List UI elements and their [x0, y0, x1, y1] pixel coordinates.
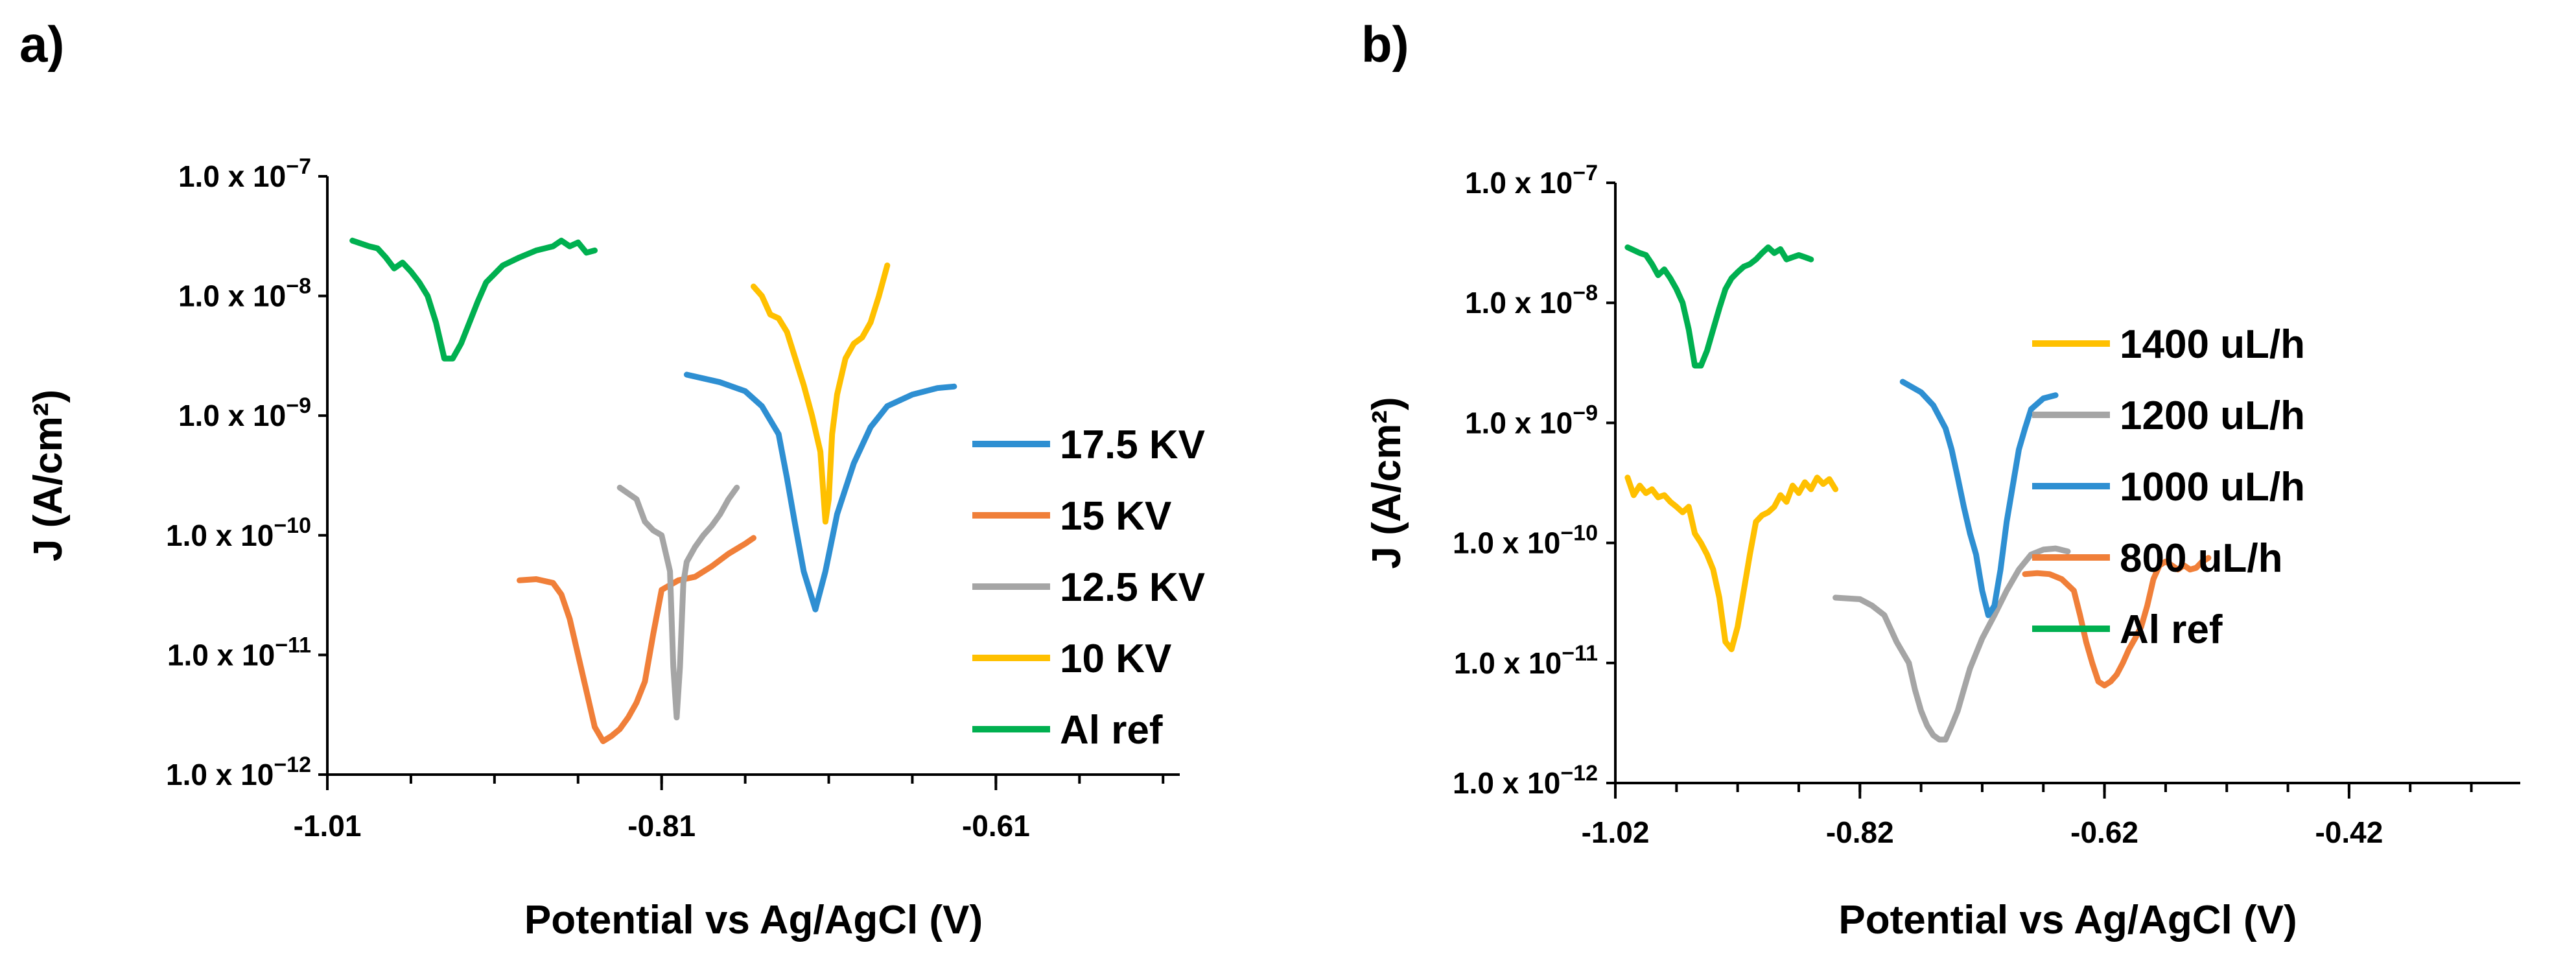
- y-tick-mantissa: 1.0 x 10: [1465, 406, 1573, 439]
- series-line-al-ref: [349, 237, 598, 362]
- legend-label-1200-ul-h: 1200 uL/h: [2120, 393, 2305, 438]
- y-tick-exponent: −7: [286, 154, 311, 179]
- y-tick-mantissa: 1.0 x 10: [1454, 646, 1562, 680]
- series-line-1000-ul-h: [1899, 379, 2059, 618]
- y-tick-label: 1.0 x 10−8: [178, 274, 311, 313]
- series-line-10-kv: [751, 263, 891, 525]
- y-tick-label: 1.0 x 10−9: [178, 393, 311, 432]
- y-tick-label: 1.0 x 10−7: [1465, 161, 1598, 200]
- panel-label: b): [1361, 16, 1409, 73]
- x-tick-label: -0.42: [2315, 815, 2383, 849]
- y-tick-label: 1.0 x 10−7: [178, 154, 311, 193]
- x-axis-label: Potential vs Ag/AgCl (V): [524, 898, 983, 942]
- x-axis-label: Potential vs Ag/AgCl (V): [1838, 898, 2297, 942]
- y-tick-exponent: −8: [1573, 281, 1598, 305]
- y-tick-mantissa: 1.0 x 10: [166, 758, 274, 791]
- y-tick-label: 1.0 x 10−10: [1453, 521, 1598, 560]
- legend-label-15-kv: 15 KV: [1060, 494, 1171, 539]
- y-tick-exponent: −8: [286, 274, 311, 299]
- legend-label-al-ref: Al ref: [1060, 708, 1163, 753]
- legend-label-17-5-kv: 17.5 KV: [1060, 423, 1205, 467]
- y-tick-label: 1.0 x 10−12: [1453, 761, 1598, 800]
- x-tick-label: -0.62: [2070, 815, 2138, 849]
- y-tick-mantissa: 1.0 x 10: [1465, 166, 1573, 200]
- series-line-800-ul-h: [2022, 555, 2212, 688]
- y-tick-exponent: −9: [286, 393, 311, 418]
- y-tick-mantissa: 1.0 x 10: [1453, 526, 1560, 560]
- legend-label-1400-ul-h: 1400 uL/h: [2120, 322, 2305, 367]
- y-axis-label: J (A/cm²): [26, 390, 71, 561]
- y-tick-mantissa: 1.0 x 10: [178, 159, 286, 193]
- legend-label-al-ref: Al ref: [2120, 607, 2223, 652]
- x-tick-label: -0.61: [962, 809, 1030, 843]
- series-line-15-kv: [517, 535, 756, 744]
- series-line-17-5-kv: [683, 371, 957, 613]
- panel-b: b)1.0 x 10−71.0 x 10−81.0 x 10−91.0 x 10…: [1361, 16, 2520, 942]
- x-tick-label: -1.01: [294, 809, 362, 843]
- y-tick-exponent: −11: [1562, 641, 1598, 666]
- x-tick-label: -0.81: [627, 809, 696, 843]
- series-line-12-5-kv: [616, 484, 740, 721]
- y-axis-label: J (A/cm²): [1364, 397, 1409, 568]
- legend-label-800-ul-h: 800 uL/h: [2120, 536, 2283, 581]
- y-tick-mantissa: 1.0 x 10: [1465, 286, 1573, 320]
- legend-label-10-kv: 10 KV: [1060, 637, 1171, 681]
- y-tick-label: 1.0 x 10−11: [1454, 641, 1598, 680]
- legend-label-1000-ul-h: 1000 uL/h: [2120, 465, 2305, 509]
- y-tick-exponent: −12: [1560, 761, 1598, 786]
- panel-label: a): [19, 16, 64, 73]
- series-line-al-ref: [1624, 244, 1814, 369]
- y-tick-exponent: −10: [1560, 521, 1598, 546]
- y-tick-exponent: −9: [1573, 401, 1598, 425]
- y-tick-label: 1.0 x 10−12: [166, 753, 311, 791]
- y-tick-exponent: −12: [274, 753, 311, 777]
- y-tick-mantissa: 1.0 x 10: [178, 399, 286, 432]
- y-tick-exponent: −11: [275, 633, 311, 657]
- y-tick-mantissa: 1.0 x 10: [178, 279, 286, 313]
- y-tick-exponent: −7: [1573, 161, 1598, 185]
- y-tick-mantissa: 1.0 x 10: [166, 519, 274, 552]
- y-tick-exponent: −10: [274, 513, 311, 538]
- series-line-1200-ul-h: [1832, 545, 2071, 743]
- legend-label-12-5-kv: 12.5 KV: [1060, 565, 1205, 610]
- y-tick-label: 1.0 x 10−11: [167, 633, 311, 672]
- y-tick-label: 1.0 x 10−9: [1465, 401, 1598, 439]
- y-tick-mantissa: 1.0 x 10: [1453, 766, 1560, 800]
- y-tick-mantissa: 1.0 x 10: [167, 638, 275, 672]
- panel-a: a)1.0 x 10−71.0 x 10−81.0 x 10−91.0 x 10…: [19, 16, 1205, 942]
- series-line-1400-ul-h: [1624, 474, 1839, 653]
- y-tick-label: 1.0 x 10−8: [1465, 281, 1598, 320]
- x-tick-label: -1.02: [1582, 815, 1650, 849]
- y-tick-label: 1.0 x 10−10: [166, 513, 311, 552]
- x-tick-label: -0.82: [1826, 815, 1894, 849]
